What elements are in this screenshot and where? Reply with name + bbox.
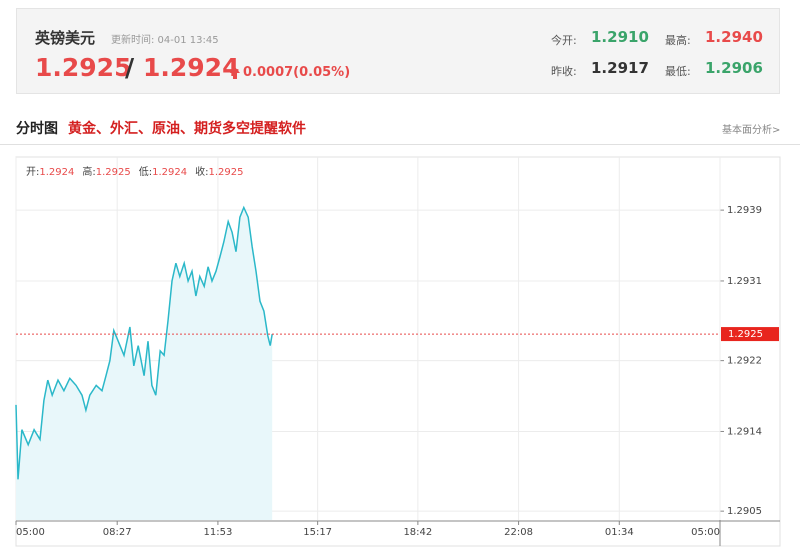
- ohlc-label: 开:: [26, 167, 39, 178]
- x-tick-label: 22:08: [504, 527, 533, 538]
- x-tick-label: 11:53: [203, 527, 232, 538]
- up-arrow: [230, 67, 240, 79]
- y-tick-label: 1.2931: [727, 276, 762, 287]
- ohlc-value: 1.2924: [39, 167, 74, 178]
- y-tick-label: 1.2922: [727, 356, 762, 367]
- current-price-box: [721, 327, 779, 342]
- x-tick-label: 08:27: [103, 527, 132, 538]
- stat-value: 1.2940: [705, 28, 763, 46]
- stat-label: 最高:: [665, 34, 691, 47]
- ohlc-value: 1.2925: [209, 167, 244, 178]
- quote-header: 英镑美元 更新时间: 04-01 13:45 1.2925 / 1.2924 0…: [16, 8, 780, 94]
- area: [16, 207, 273, 520]
- analysis-link[interactable]: 基本面分析>: [722, 125, 781, 136]
- y-tick-label: 1.2939: [727, 205, 762, 216]
- price-ask: 1.2924: [143, 53, 240, 82]
- price-separator: /: [125, 53, 135, 82]
- stat-label: 今开:: [551, 34, 577, 47]
- stat-value: 1.2917: [591, 59, 649, 77]
- update-time: 更新时间: 04-01 13:45: [111, 35, 219, 46]
- price-bid: 1.2925: [35, 53, 132, 82]
- promo-link[interactable]: 黄金、外汇、原油、期货多空提醒软件: [68, 121, 306, 137]
- x-tick-label: 05:00: [16, 527, 45, 538]
- stat-label: 昨收:: [551, 65, 577, 78]
- ohlc-value: 1.2925: [96, 167, 131, 178]
- ohlc-label: 低:: [139, 165, 152, 178]
- line: [15, 205, 273, 480]
- stat-label: 最低:: [665, 65, 691, 78]
- price-change: 0.0007(0.05%): [243, 65, 351, 80]
- ohlc-value: 1.2924: [152, 167, 187, 178]
- y-tick-label: 1.2914: [727, 426, 762, 437]
- y-tick-label: 1.2905: [727, 506, 762, 517]
- symbol-title: 英镑美元: [35, 29, 96, 47]
- ohlc-label: 高:: [82, 165, 95, 178]
- ohlc-label: 收:: [195, 165, 208, 178]
- stat-value: 1.2906: [705, 59, 763, 77]
- section-title: 分时图: [16, 121, 58, 137]
- x-tick-label: 01:34: [605, 527, 634, 538]
- current-price-label: 1.2925: [728, 329, 763, 340]
- divider: [0, 144, 800, 145]
- x-tick-label: 05:00: [691, 527, 720, 538]
- x-tick-label: 18:42: [403, 527, 432, 538]
- x-tick-label: 15:17: [303, 527, 332, 538]
- stat-value: 1.2910: [591, 28, 649, 46]
